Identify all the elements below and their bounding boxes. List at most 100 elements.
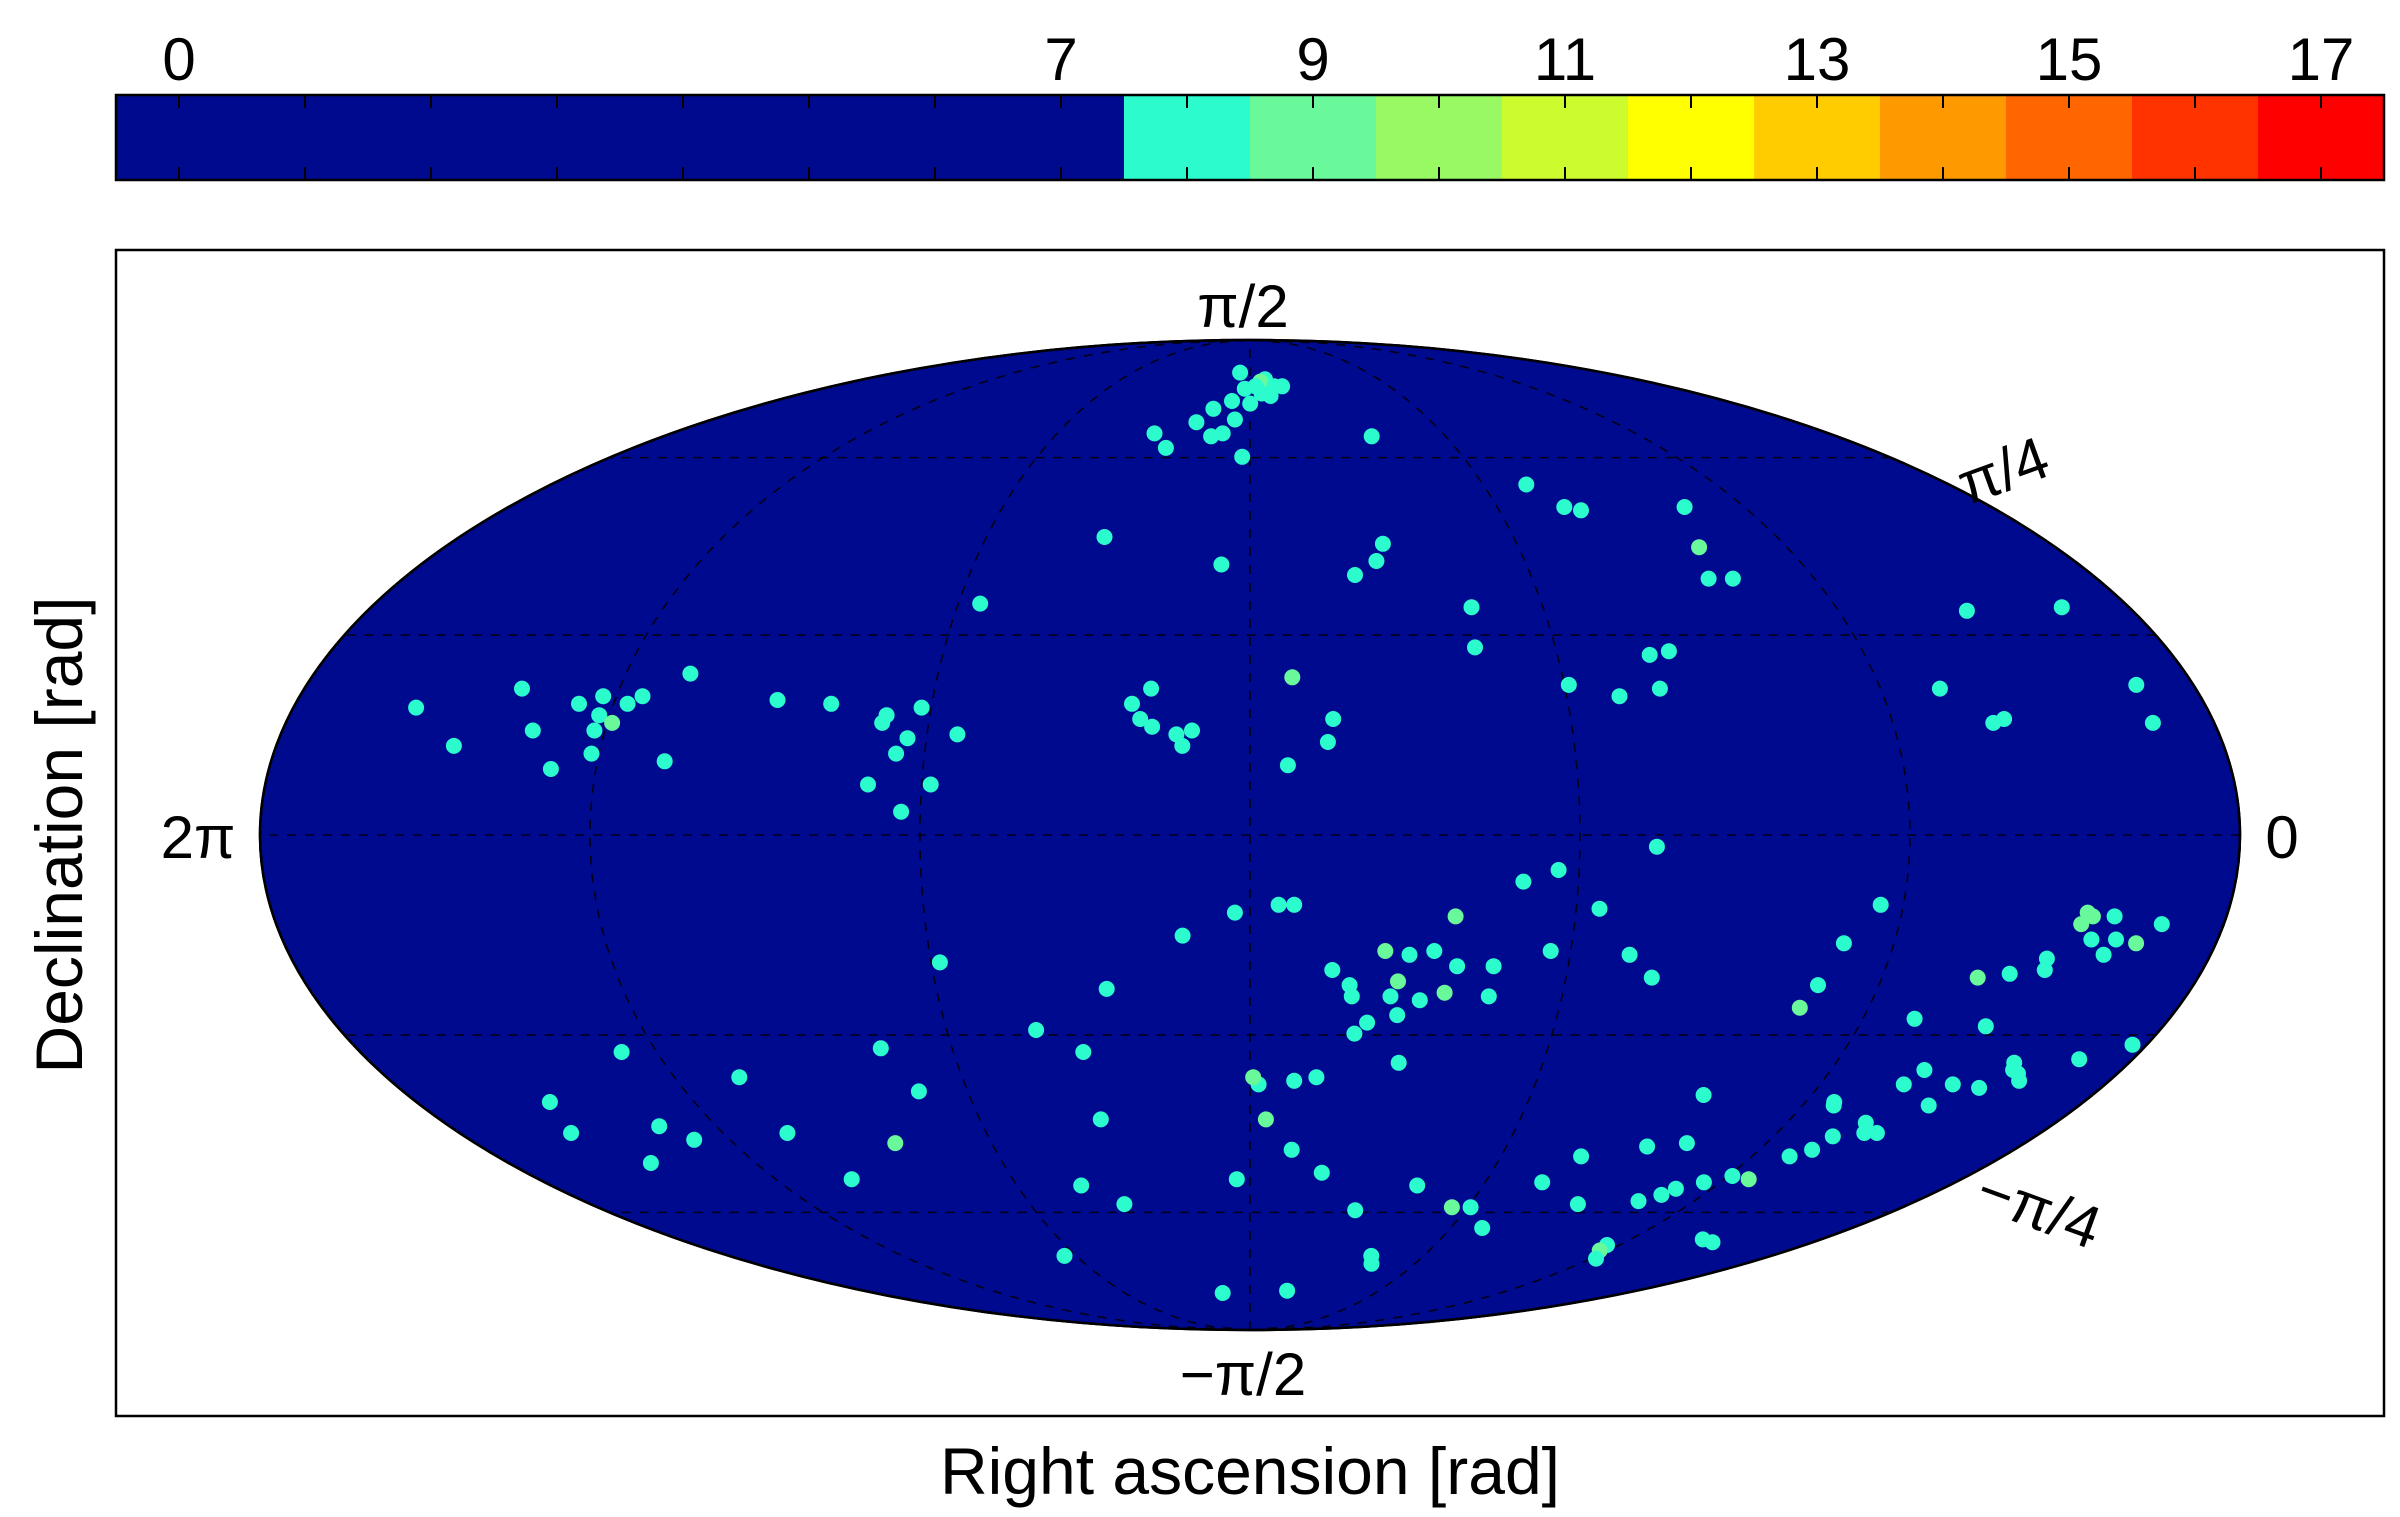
sky-point <box>1224 393 1240 409</box>
sky-point <box>2073 916 2090 933</box>
sky-point <box>1226 411 1243 428</box>
sky-point <box>1667 1180 1684 1197</box>
sky-point <box>1791 999 1808 1016</box>
sky-point <box>1157 439 1174 456</box>
sky-point <box>1467 639 1483 656</box>
sky-point <box>642 1155 659 1171</box>
sky-point <box>972 595 989 612</box>
sky-point <box>1573 1148 1590 1165</box>
sky-point <box>1409 1177 1426 1194</box>
sky-point <box>1341 977 1358 994</box>
x-axis-title: Right ascension [rad] <box>940 1434 1560 1508</box>
colorbar <box>116 95 2385 180</box>
sky-point <box>949 726 966 743</box>
grid-meridian <box>1249 339 1581 1331</box>
sky-point <box>1028 1022 1045 1038</box>
sky-point <box>1515 873 1532 890</box>
grid-meridian <box>919 339 1251 1331</box>
sky-point <box>1944 1076 1961 1093</box>
sky-point <box>1257 1111 1274 1128</box>
sky-point <box>514 680 530 697</box>
sky-point <box>1906 1010 1923 1027</box>
sky-point <box>2106 908 2123 925</box>
sky-point <box>1390 973 1406 990</box>
sky-point <box>1313 1164 1330 1181</box>
grid-meridian <box>1249 339 1911 1331</box>
sky-point <box>1236 380 1253 397</box>
sky-point <box>899 730 916 747</box>
sky-point <box>1463 599 1480 616</box>
sky-point <box>922 776 939 793</box>
colorbar-tick-label: 17 <box>2288 26 2355 93</box>
sky-point <box>2084 908 2101 925</box>
sky-point <box>541 1094 558 1110</box>
sky-point <box>1228 1171 1245 1188</box>
sky-point <box>2128 935 2145 952</box>
sky-point <box>1447 908 1464 925</box>
sky-point <box>591 707 608 724</box>
sky-point <box>2011 1072 2028 1089</box>
colorbar-tick-label: 9 <box>1296 26 1329 93</box>
sky-point <box>1704 1234 1721 1251</box>
sky-point <box>1653 1186 1670 1203</box>
sky-point <box>1143 680 1160 697</box>
sky-point <box>1232 364 1249 381</box>
sky-point <box>1534 1174 1551 1191</box>
sky-point <box>2053 599 2070 616</box>
sky-point <box>913 699 930 716</box>
sky-point <box>1325 711 1342 727</box>
colorbar-tick-label: 11 <box>1534 26 1596 93</box>
colorbar-segment-3 <box>1502 95 1629 180</box>
sky-point <box>1648 838 1665 855</box>
sky-point <box>656 753 673 770</box>
sky-point <box>1245 1069 1262 1086</box>
sky-point <box>1284 669 1301 686</box>
sky-point <box>2095 946 2112 963</box>
sky-point <box>1347 1202 1364 1219</box>
sky-point <box>1283 1141 1300 1158</box>
sky-point <box>1262 388 1279 404</box>
colorbar-ticks: 0 7 9 11 13 15 17 <box>162 26 2354 180</box>
sky-point <box>682 665 699 682</box>
sky-point <box>1573 502 1589 519</box>
sky-point <box>1144 718 1161 735</box>
sky-point <box>1678 1135 1695 1152</box>
sky-point <box>2153 916 2170 933</box>
sky-point <box>1740 1171 1757 1188</box>
colorbar-frame <box>114 93 2386 182</box>
colorbar-segment-9 <box>2258 95 2385 180</box>
sky-point <box>619 695 636 712</box>
sky-point <box>1895 1076 1912 1093</box>
sky-point <box>1319 734 1336 750</box>
colorbar-tick-label: 13 <box>1784 26 1851 93</box>
grid-meridian <box>589 339 1251 1331</box>
sky-point <box>888 745 905 762</box>
sky-point <box>1092 1111 1109 1128</box>
sky-point <box>1443 1199 1460 1216</box>
sky-point <box>1073 1177 1090 1194</box>
sky-point <box>1146 425 1163 442</box>
sky-point <box>2071 1051 2088 1068</box>
sky-point <box>1286 896 1303 913</box>
sky-point <box>874 714 891 731</box>
sky-point <box>1641 646 1658 663</box>
sky-point <box>2144 714 2161 731</box>
colorbar-segment-0 <box>1124 95 1251 180</box>
y-axis-title: Declination [rad] <box>22 597 96 1074</box>
sky-point <box>1480 988 1497 1005</box>
sky-point <box>860 776 876 793</box>
sky-point <box>1279 757 1296 774</box>
sky-point <box>1214 1285 1231 1301</box>
sky-point <box>1382 988 1399 1005</box>
sky-point <box>1474 1220 1491 1236</box>
sky-point <box>1411 992 1428 1009</box>
sky-point <box>1242 395 1259 412</box>
sky-point <box>1824 1128 1841 1145</box>
sky-point <box>1377 943 1394 959</box>
sky-point <box>1969 969 1986 986</box>
colorbar-segment-6 <box>1880 95 2007 180</box>
sky-point <box>1363 428 1380 445</box>
sky-point <box>1436 984 1453 1001</box>
sky-point <box>1971 1079 1988 1096</box>
sky-point <box>1643 969 1660 986</box>
